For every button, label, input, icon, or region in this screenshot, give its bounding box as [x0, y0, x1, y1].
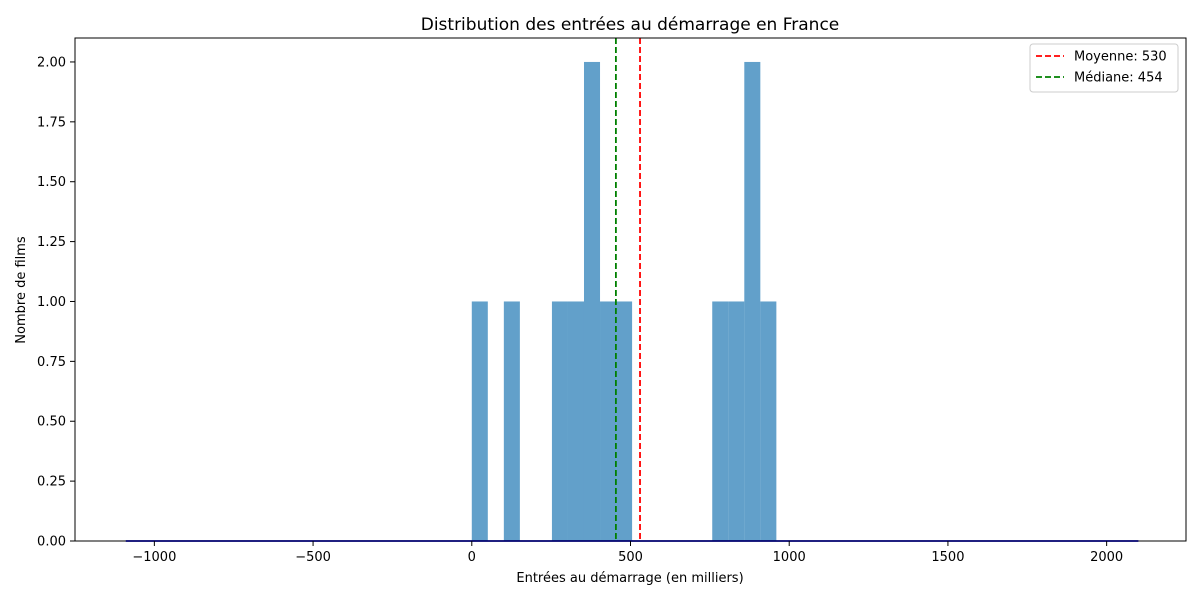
x-axis-ticks: −1000 −500 0 500 1000 1500 2000: [132, 541, 1123, 565]
y-axis-label: Nombre de films: [14, 236, 29, 344]
x-tick-label: −500: [295, 550, 331, 565]
histogram-bar-0: [471, 301, 488, 541]
x-axis-label: Entrées au démarrage (en milliers): [516, 571, 743, 586]
y-tick-label: 1.00: [37, 295, 66, 310]
y-tick-label: 1.50: [37, 175, 66, 190]
histogram-bar-9: [744, 61, 761, 541]
histogram-bar-1: [503, 301, 520, 541]
histogram-bar-4: [583, 61, 601, 541]
histogram-bar-2: [551, 301, 568, 541]
x-tick-label: 0: [468, 550, 476, 565]
histogram-bar-8: [728, 301, 745, 541]
x-tick-label: −1000: [132, 550, 176, 565]
x-tick-label: 500: [618, 550, 643, 565]
legend-label-1: Médiane: 454: [1074, 71, 1163, 86]
legend: Moyenne: 530 Médiane: 454: [1029, 43, 1179, 93]
histogram-bar-5: [600, 301, 617, 541]
histogram-bar-3: [567, 301, 584, 541]
y-tick-label: 1.75: [37, 115, 66, 130]
y-tick-label: 0.50: [37, 415, 66, 430]
histogram-bar-7: [712, 301, 729, 541]
histogram-bar-10: [760, 301, 777, 541]
histogram-bars: [471, 61, 777, 541]
chart-title: Distribution des entrées au démarrage en…: [421, 15, 840, 35]
y-axis-ticks: 0.00 0.25 0.50 0.75 1.00 1.25 1.50 1.75 2.00: [37, 55, 75, 550]
x-tick-label: 1500: [931, 550, 964, 565]
histogram-bar-6: [616, 301, 633, 541]
y-tick-label: 1.25: [37, 235, 66, 250]
x-tick-label: 1000: [773, 550, 806, 565]
y-tick-label: 2.00: [37, 55, 66, 70]
y-tick-label: 0.75: [37, 355, 66, 370]
legend-box: [1029, 43, 1179, 93]
y-tick-label: 0.25: [37, 475, 66, 490]
reference-lines: [614, 38, 641, 541]
y-tick-label: 0.00: [37, 535, 66, 550]
x-tick-label: 2000: [1090, 550, 1123, 565]
legend-label-0: Moyenne: 530: [1074, 50, 1167, 65]
